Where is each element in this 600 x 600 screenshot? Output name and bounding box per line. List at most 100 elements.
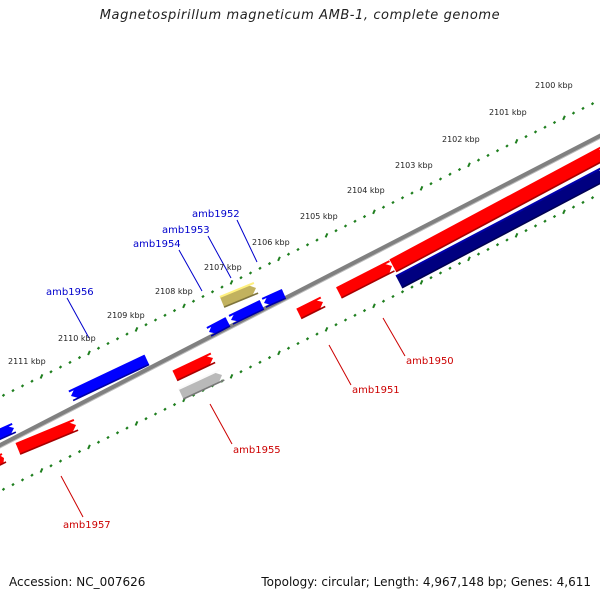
scale-minor-tick — [305, 337, 310, 341]
scale-minor-tick — [353, 219, 357, 223]
scale-minor-tick — [11, 482, 15, 487]
scale-minor-tick — [410, 191, 414, 195]
scale-minor-tick — [20, 478, 25, 482]
gene-amb1951b — [336, 260, 395, 299]
scale-tick-label: 2100 kbp — [535, 81, 573, 90]
scale-minor-tick — [476, 252, 481, 256]
scale-major-tick — [467, 256, 471, 262]
gene-label-amb1953: amb1953 — [162, 225, 210, 236]
gene-label-amb1950: amb1950 — [406, 356, 454, 367]
scale-tick-label: 2104 kbp — [347, 186, 385, 195]
scale-minor-tick — [77, 449, 82, 454]
scale-minor-tick — [1, 393, 6, 397]
backbone-highlight — [0, 138, 600, 449]
scale-major-tick — [419, 279, 424, 285]
scale-minor-tick — [125, 426, 129, 430]
scale-minor-tick — [581, 200, 585, 205]
scale-minor-tick — [590, 196, 595, 200]
scale-minor-tick — [58, 459, 63, 463]
gene-amb1955-fwd — [172, 352, 216, 382]
scale-major-tick — [372, 209, 376, 215]
scale-tick-label: 2105 kbp — [300, 212, 338, 221]
scale-tick-label: 2109 kbp — [107, 311, 145, 320]
scale-minor-tick — [153, 412, 158, 416]
scale-ring-lower — [1, 196, 595, 491]
scale-minor-tick — [391, 294, 395, 299]
scale-tick-label: 2103 kbp — [395, 161, 433, 170]
leader-amb1955 — [209, 403, 233, 445]
scale-minor-tick — [457, 261, 462, 266]
scale-minor-tick — [96, 346, 101, 350]
scale-minor-tick — [68, 360, 72, 365]
scale-minor-tick — [571, 111, 576, 115]
scale-minor-tick — [49, 370, 53, 374]
scale-minor-tick — [410, 285, 414, 289]
gene-amb1953 — [228, 300, 265, 325]
scale-minor-tick — [571, 205, 576, 209]
scale-major-tick — [229, 373, 234, 379]
scale-minor-tick — [391, 200, 395, 205]
scale-major-tick — [229, 279, 234, 285]
scale-major-tick — [134, 420, 139, 426]
scale-minor-tick — [267, 261, 272, 266]
scale-major-tick — [87, 444, 91, 450]
scale-major-tick — [277, 256, 281, 262]
scale-minor-tick — [30, 473, 34, 477]
scale-minor-tick — [305, 243, 310, 247]
scale-tick-label: 2107 kbp — [204, 263, 242, 272]
scale-minor-tick — [543, 219, 547, 223]
scale-minor-tick — [296, 341, 300, 346]
gene-rna — [219, 281, 259, 308]
scale-minor-tick — [239, 370, 243, 374]
scale-minor-tick — [153, 318, 158, 322]
gene-amb1950 — [389, 146, 600, 273]
scale-minor-tick — [163, 313, 167, 317]
scale-minor-tick — [476, 158, 481, 162]
scale-minor-tick — [448, 266, 452, 270]
scale-minor-tick — [258, 266, 262, 270]
scale-major-tick — [87, 350, 91, 356]
scale-minor-tick — [115, 337, 120, 341]
scale-minor-tick — [30, 379, 34, 383]
scale-minor-tick — [590, 102, 595, 106]
scale-minor-tick — [106, 341, 110, 346]
scale-major-tick — [562, 209, 566, 215]
scale-minor-tick — [457, 167, 462, 172]
scale-minor-tick — [248, 271, 253, 275]
scale-minor-tick — [239, 276, 243, 280]
scale-major-tick — [324, 326, 329, 332]
genome-summary-text: Topology: circular; Length: 4,967,148 bp… — [261, 575, 591, 589]
scale-minor-tick — [11, 388, 15, 393]
scale-major-tick — [182, 303, 186, 309]
scale-minor-tick — [106, 435, 110, 440]
scale-minor-tick — [248, 365, 253, 369]
scale-minor-tick — [543, 125, 547, 129]
scale-minor-tick — [438, 271, 443, 275]
scale-minor-tick — [486, 153, 490, 158]
scale-tick-label: 2111 kbp — [8, 357, 46, 366]
gene-amb1956 — [68, 354, 150, 402]
leader-amb1951 — [328, 344, 352, 386]
scale-minor-tick — [552, 120, 557, 125]
gene-amb1955 — [178, 369, 225, 400]
scale-tick-label: 2106 kbp — [252, 238, 290, 247]
scale-minor-tick — [201, 294, 205, 299]
gene-amb1952 — [261, 288, 287, 308]
scale-tick-label: 2101 kbp — [489, 108, 527, 117]
scale-minor-tick — [58, 365, 63, 369]
scale-major-tick — [514, 232, 519, 238]
scale-minor-tick — [533, 130, 538, 134]
scale-minor-tick — [315, 332, 319, 336]
scale-minor-tick — [353, 313, 357, 317]
gene-label-amb1954: amb1954 — [133, 239, 181, 250]
gene-label-amb1951: amb1951 — [352, 385, 400, 396]
leader-amb1957 — [60, 475, 84, 518]
scale-minor-tick — [495, 243, 500, 247]
scale-major-tick — [277, 350, 281, 356]
scale-minor-tick — [191, 299, 196, 303]
scale-minor-tick — [533, 224, 538, 228]
gene-amb1951 — [296, 296, 326, 320]
scale-minor-tick — [115, 431, 120, 435]
scale-minor-tick — [20, 384, 25, 388]
